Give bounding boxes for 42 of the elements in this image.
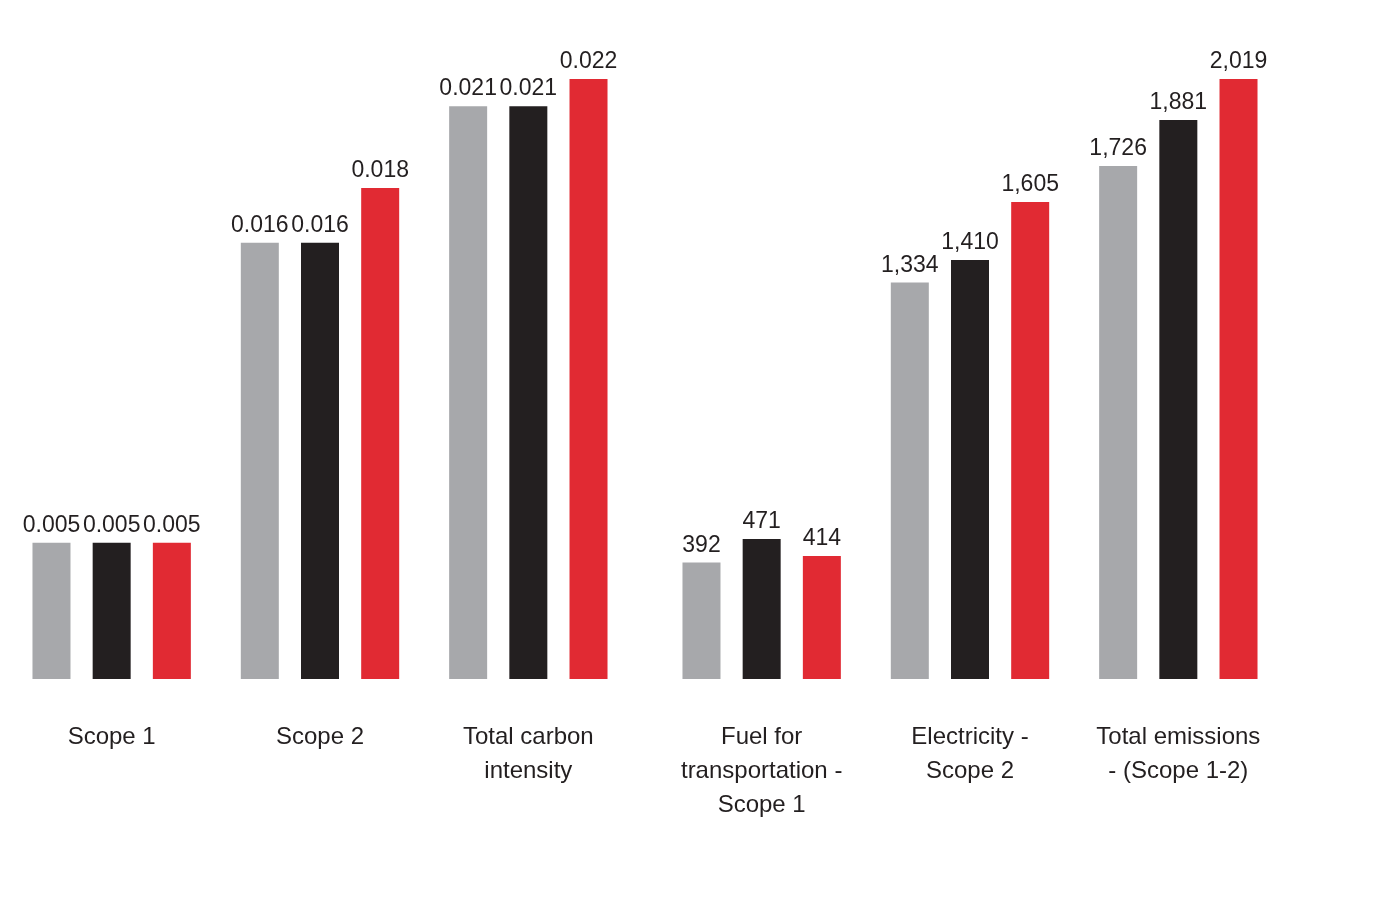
data-label: 414 [802,523,842,550]
data-label: 2,019 [1209,47,1268,73]
x-tick-label: Scope 1 [67,721,156,749]
bar [1099,166,1138,679]
data-label: 392 [682,530,721,557]
data-label: 0.018 [351,156,409,183]
bar [569,79,608,679]
bar [1159,120,1198,679]
bar [301,242,339,679]
x-tick-label: Scope 2 [275,721,365,749]
data-label: 0.005 [22,510,81,537]
data-label: 471 [742,507,781,534]
data-label: 0.021 [439,74,497,101]
bar [509,106,548,679]
data-label: 1,605 [1001,170,1059,197]
bar [152,542,191,679]
bar [361,188,400,679]
data-label: 1,410 [941,227,999,254]
bar [449,106,488,679]
x-tick-label: Fuel for transportation - Scope 1 [680,721,843,817]
bar [32,542,71,679]
bar [802,555,841,679]
bar [742,539,781,679]
data-label: 1,726 [1089,134,1147,161]
bar [682,562,721,679]
bar [890,282,929,679]
data-label: 1,334 [881,250,939,277]
bar [240,242,279,679]
x-tick-label: Electricity - Scope 2 [911,721,1029,783]
data-label: 1,881 [1149,88,1208,115]
data-label: 0.016 [231,210,289,237]
bar [1011,202,1050,679]
bar [1219,79,1258,679]
bar [92,542,131,679]
data-label: 0.016 [291,210,349,237]
bar [951,259,989,679]
data-label: 0.022 [559,47,618,73]
x-tick-label: Total emissions - (Scope 1-2) [1096,721,1261,783]
x-tick-label: Total carbon intensity [462,721,594,783]
data-label: 0.021 [499,74,558,101]
data-label: 0.005 [143,510,201,537]
data-label: 0.005 [82,510,141,537]
